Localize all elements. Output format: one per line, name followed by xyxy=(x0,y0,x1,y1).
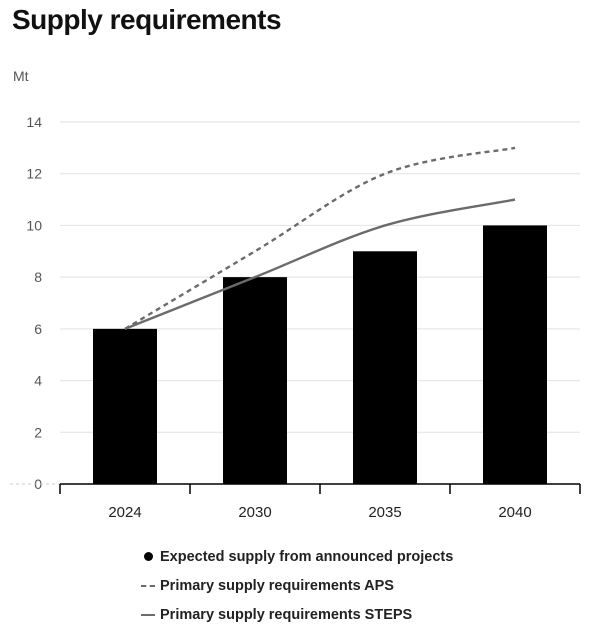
legend-label: Primary supply requirements APS xyxy=(160,577,394,594)
series-line-aps xyxy=(124,146,516,330)
legend-item-aps: Primary supply requirements APS xyxy=(140,571,453,600)
legend-solid-line-marker xyxy=(141,613,155,616)
y-tick-label: 8 xyxy=(34,269,42,285)
x-tick-label: 2024 xyxy=(108,504,141,521)
y-tick-label: 4 xyxy=(34,373,42,389)
bars xyxy=(93,225,547,484)
y-tick-label: 0 xyxy=(34,476,42,492)
bar-line-chart: 0 2 4 6 8 10 12 14 2024 2030 2035 2040 xyxy=(10,114,581,521)
x-tick-label: 2040 xyxy=(498,504,531,521)
legend: Expected supply from announced projects … xyxy=(140,542,453,629)
legend-item-expected-supply: Expected supply from announced projects xyxy=(140,542,453,571)
y-tick-label: 14 xyxy=(26,114,42,130)
bar-2024 xyxy=(93,328,157,484)
chart-title: Supply requirements xyxy=(12,4,282,35)
series-line-steps xyxy=(124,198,516,330)
legend-item-steps: Primary supply requirements STEPS xyxy=(140,600,453,629)
bar-2030 xyxy=(223,277,287,484)
y-tick-label: 12 xyxy=(26,166,42,182)
legend-label: Primary supply requirements STEPS xyxy=(160,606,413,623)
y-axis-ticks: 0 2 4 6 8 10 12 14 xyxy=(26,114,42,492)
y-axis-unit-label: Mt xyxy=(13,68,29,84)
bar-2035 xyxy=(353,251,417,484)
y-tick-label: 2 xyxy=(34,424,42,440)
y-tick-label: 10 xyxy=(26,217,42,233)
bar-2040 xyxy=(483,225,547,484)
legend-label: Expected supply from announced projects xyxy=(160,548,454,565)
x-tick-label: 2035 xyxy=(368,504,401,521)
series-lines xyxy=(124,146,516,330)
legend-dashed-line-marker xyxy=(141,584,155,587)
x-tick-label: 2030 xyxy=(238,504,271,521)
legend-dot-marker xyxy=(143,552,153,561)
y-tick-label: 6 xyxy=(34,321,42,337)
x-axis: 2024 2030 2035 2040 xyxy=(10,483,581,521)
